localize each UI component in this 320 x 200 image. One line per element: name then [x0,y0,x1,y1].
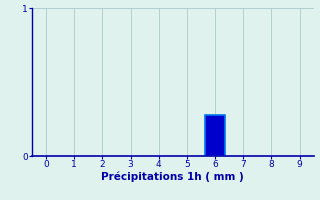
X-axis label: Précipitations 1h ( mm ): Précipitations 1h ( mm ) [101,172,244,182]
Bar [205,115,225,156]
